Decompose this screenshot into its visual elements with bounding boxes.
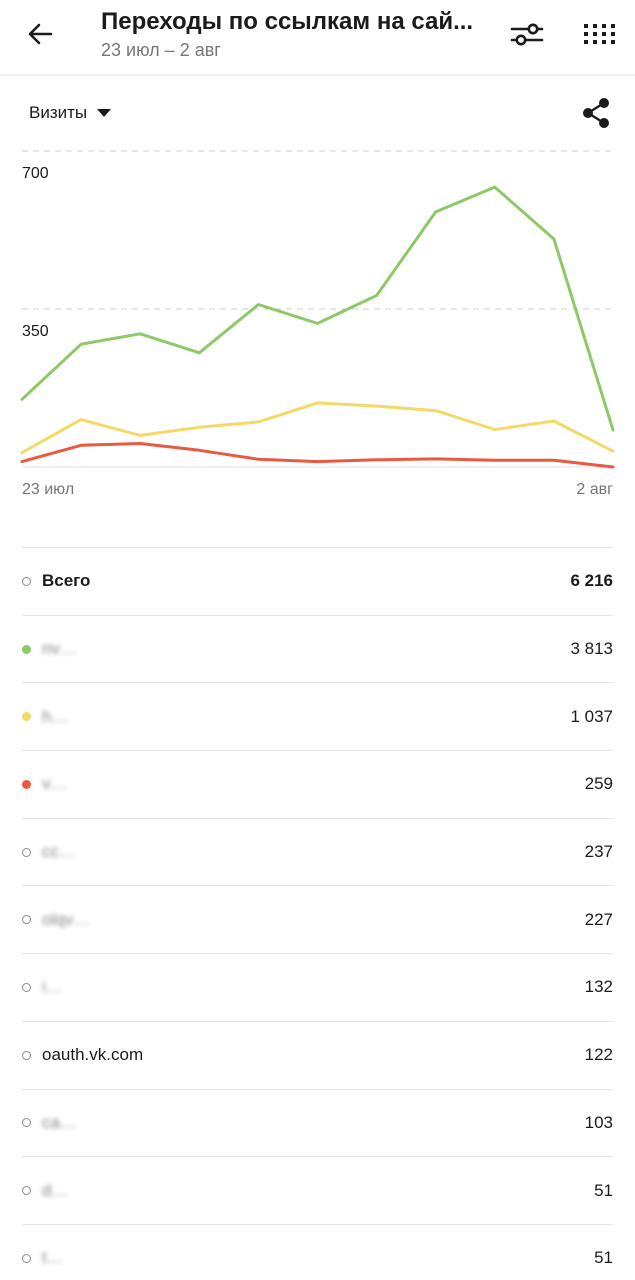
share-icon	[583, 98, 609, 128]
series-color-dot	[22, 576, 31, 586]
visits-count: 1 037	[570, 706, 613, 726]
source-name: olqv…	[42, 909, 91, 929]
visits-count: 237	[584, 842, 613, 862]
series-color-dot	[22, 915, 31, 925]
source-name: h…	[42, 706, 69, 726]
caret-down-icon	[97, 109, 112, 117]
source-row[interactable]: v… 259	[22, 750, 613, 818]
visits-count: 122	[584, 1045, 613, 1065]
source-row[interactable]: d… 51	[22, 1156, 613, 1224]
source-name: t…	[42, 1248, 64, 1268]
source-name: cc…	[42, 842, 76, 862]
visits-count: 51	[594, 1248, 613, 1268]
series-color-dot	[22, 982, 31, 992]
source-row[interactable]: oauth.vk.com 122	[22, 1020, 613, 1089]
visits-count: 227	[584, 909, 613, 929]
source-row[interactable]: h… 1 037	[22, 682, 613, 750]
sliders-icon	[510, 23, 544, 46]
x-tick-label-end: 2 авг	[576, 481, 613, 498]
x-tick-label-start: 23 июл	[22, 481, 74, 498]
total-row[interactable]: Всего 6 216	[22, 547, 613, 615]
series-color-dot	[22, 779, 31, 789]
y-tick-label: 700	[22, 165, 49, 182]
source-name: nv…	[42, 639, 77, 659]
source-row[interactable]: ca… 103	[22, 1088, 613, 1157]
source-name: oauth.vk.com	[42, 1045, 144, 1065]
visits-count: 3 813	[570, 639, 613, 659]
source-row[interactable]: i… 132	[22, 953, 613, 1021]
grid-icon	[584, 24, 615, 44]
series-color-dot	[22, 644, 31, 654]
source-name: v…	[42, 774, 68, 794]
source-name: ca…	[42, 1112, 77, 1132]
visits-line-chart: 700 350 23 июл 2 авг	[20, 150, 615, 498]
source-row[interactable]: t… 51	[22, 1223, 613, 1280]
source-row[interactable]: olqv… 227	[22, 885, 613, 953]
series-color-dot	[22, 1118, 31, 1128]
source-row[interactable]: nv… 3 813	[22, 614, 613, 683]
source-name: d…	[42, 1180, 69, 1200]
metric-label: Визиты	[29, 103, 88, 122]
apps-button[interactable]	[578, 14, 622, 54]
source-name: Всего	[42, 571, 91, 591]
series-color-dot	[22, 712, 31, 722]
series-line-1	[20, 185, 615, 432]
series-line-2	[20, 401, 615, 455]
series-color-dot	[22, 1186, 31, 1196]
arrow-back-icon	[28, 23, 53, 45]
visits-count: 132	[584, 977, 613, 997]
share-button[interactable]	[574, 92, 618, 134]
series-color-dot	[22, 847, 31, 857]
series-color-dot	[22, 1050, 31, 1060]
series-line-3	[20, 442, 615, 469]
sources-list: Всего 6 216 nv… 3 813 h… 1 037 v… 259 cc… 237 olqv…	[22, 547, 613, 1280]
page-title: Переходы по ссылкам на сай...	[101, 8, 474, 35]
metric-selector[interactable]: Визиты	[29, 100, 112, 126]
app-bar: Переходы по ссылкам на сай... 23 июл – 2…	[0, 0, 635, 74]
source-row[interactable]: cc… 237	[22, 817, 613, 886]
visits-count: 51	[594, 1180, 613, 1200]
visits-count: 6 216	[570, 571, 613, 591]
source-name: i…	[42, 977, 63, 997]
back-button[interactable]	[18, 14, 62, 54]
y-tick-label: 350	[22, 323, 49, 340]
visits-count: 259	[584, 774, 613, 794]
visits-count: 103	[584, 1112, 613, 1132]
date-range[interactable]: 23 июл – 2 авг	[101, 40, 221, 60]
series-color-dot	[22, 1253, 31, 1263]
filter-button[interactable]	[505, 14, 549, 54]
